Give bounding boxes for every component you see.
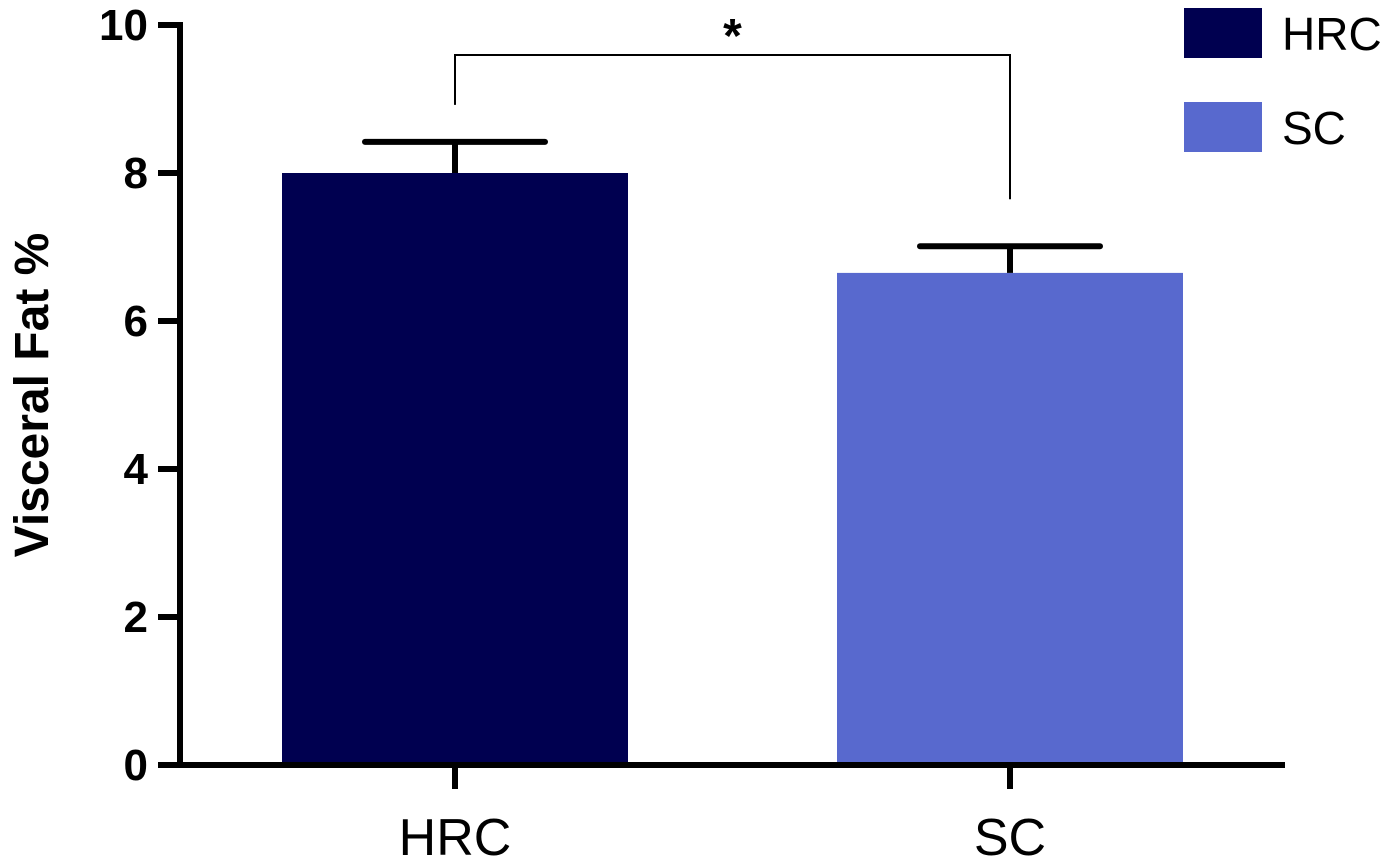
- legend: HRC SC: [1184, 8, 1382, 154]
- bars: [282, 173, 1183, 765]
- y-tick-label: 8: [124, 149, 148, 198]
- significance-bracket: *: [454, 10, 1011, 200]
- y-axis-label: Visceral Fat %: [6, 233, 59, 558]
- legend-swatch-hrc: [1184, 8, 1262, 58]
- legend-label-sc: SC: [1282, 102, 1346, 154]
- legend-label-hrc: HRC: [1282, 8, 1382, 60]
- bar-hrc: [282, 173, 628, 765]
- y-tick-label: 2: [124, 593, 148, 642]
- y-tick-label: 6: [124, 297, 148, 346]
- y-tick-label: 0: [124, 741, 148, 790]
- bar-sc: [837, 272, 1183, 765]
- significance-bracket-line: [454, 54, 1011, 200]
- y-axis-ticks: 0 2 4 6 8 10: [99, 1, 180, 790]
- significance-marker: *: [723, 10, 742, 63]
- y-tick-label: 4: [124, 445, 149, 494]
- x-tick-label-sc: SC: [974, 809, 1046, 866]
- y-tick-label: 10: [99, 1, 148, 50]
- legend-swatch-sc: [1184, 102, 1262, 152]
- x-tick-label-hrc: HRC: [399, 809, 512, 866]
- error-bars: [362, 138, 1103, 273]
- x-axis-ticks: HRC SC: [399, 765, 1046, 866]
